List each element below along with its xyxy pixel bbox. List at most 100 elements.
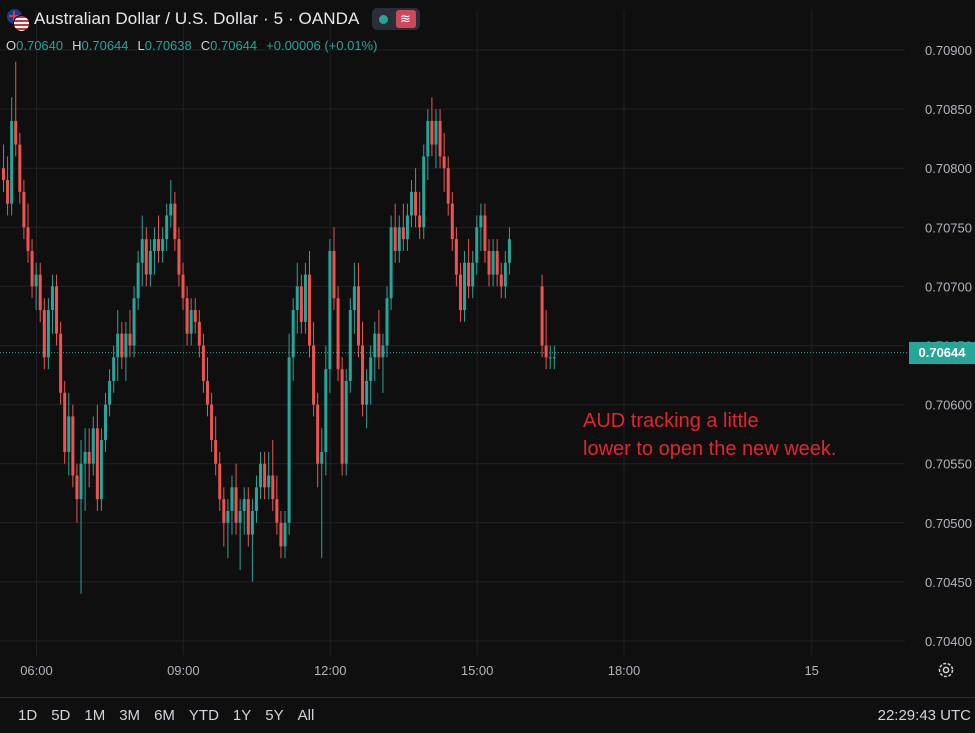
candle[interactable]	[303, 262, 307, 334]
chart-annotation[interactable]: AUD tracking a little lower to open the …	[583, 407, 923, 463]
candle[interactable]	[471, 250, 475, 299]
candle[interactable]	[483, 203, 487, 263]
candle[interactable]	[446, 156, 450, 216]
candle[interactable]	[454, 227, 458, 287]
candle[interactable]	[55, 274, 59, 346]
candle[interactable]	[250, 499, 254, 582]
candle[interactable]	[328, 239, 332, 393]
candle[interactable]	[75, 463, 79, 523]
candle[interactable]	[291, 298, 295, 381]
candle[interactable]	[275, 475, 279, 535]
candle[interactable]	[120, 321, 124, 370]
candle[interactable]	[22, 180, 26, 240]
candle[interactable]	[365, 369, 369, 429]
candle[interactable]	[332, 227, 336, 311]
candle[interactable]	[34, 262, 38, 311]
candle[interactable]	[503, 250, 507, 299]
candle[interactable]	[201, 333, 205, 393]
candle[interactable]	[279, 510, 283, 559]
candle[interactable]	[67, 392, 71, 476]
candle[interactable]	[38, 262, 42, 322]
candle[interactable]	[356, 262, 360, 358]
candle[interactable]	[271, 440, 275, 511]
candle[interactable]	[173, 191, 177, 251]
candle[interactable]	[246, 487, 250, 547]
candle[interactable]	[124, 321, 128, 381]
candle[interactable]	[10, 97, 14, 216]
candles[interactable]	[2, 61, 556, 594]
candle[interactable]	[507, 227, 511, 275]
candle[interactable]	[79, 440, 83, 594]
candle[interactable]	[14, 61, 18, 157]
candle[interactable]	[95, 404, 99, 511]
candle[interactable]	[320, 428, 324, 559]
candle[interactable]	[230, 475, 234, 535]
candle[interactable]	[218, 451, 222, 511]
candle[interactable]	[169, 180, 173, 228]
time-axis[interactable]: 06:00 09:00 12:00 15:00 18:00 15	[20, 663, 819, 678]
candle[interactable]	[140, 215, 144, 287]
candle[interactable]	[377, 310, 381, 370]
candle[interactable]	[197, 310, 201, 358]
candle[interactable]	[336, 286, 340, 381]
candle[interactable]	[283, 510, 287, 559]
candle[interactable]	[499, 262, 503, 299]
candle[interactable]	[165, 203, 169, 251]
candle[interactable]	[42, 298, 46, 370]
candle[interactable]	[381, 333, 385, 393]
candle[interactable]	[458, 262, 462, 322]
candle[interactable]	[157, 215, 161, 263]
range-6m[interactable]: 6M	[154, 707, 175, 724]
candle[interactable]	[26, 203, 30, 263]
candle[interactable]	[214, 416, 218, 476]
candle[interactable]	[206, 357, 209, 417]
candle[interactable]	[414, 168, 418, 228]
candle[interactable]	[544, 310, 548, 370]
candle[interactable]	[487, 239, 491, 287]
candle[interactable]	[18, 132, 22, 204]
range-3m[interactable]: 3M	[119, 707, 141, 724]
candle[interactable]	[397, 215, 401, 263]
candle[interactable]	[132, 286, 136, 358]
candle[interactable]	[548, 345, 552, 370]
range-5y[interactable]: 5Y	[265, 707, 284, 724]
candle[interactable]	[316, 392, 320, 488]
candle[interactable]	[104, 392, 107, 452]
candle[interactable]	[422, 144, 426, 240]
candle[interactable]	[193, 298, 197, 334]
candle[interactable]	[108, 369, 112, 417]
candle[interactable]	[161, 227, 165, 263]
gear-icon[interactable]	[936, 660, 956, 680]
candle[interactable]	[352, 262, 356, 334]
candle[interactable]	[152, 227, 156, 275]
candle[interactable]	[361, 321, 365, 417]
candle[interactable]	[324, 345, 328, 476]
candle[interactable]	[263, 451, 267, 500]
candle[interactable]	[393, 203, 397, 263]
candle[interactable]	[312, 321, 316, 417]
candle[interactable]	[6, 156, 10, 216]
candle[interactable]	[434, 109, 438, 169]
candle[interactable]	[242, 487, 246, 535]
candle[interactable]	[463, 250, 467, 322]
candle[interactable]	[442, 132, 446, 192]
candle[interactable]	[299, 274, 303, 334]
range-all[interactable]: All	[297, 707, 315, 724]
candle[interactable]	[144, 227, 148, 287]
range-ytd[interactable]: YTD	[188, 707, 219, 724]
range-5d[interactable]: 5D	[51, 707, 71, 724]
candle[interactable]	[91, 416, 95, 476]
candle[interactable]	[46, 298, 50, 370]
candle[interactable]	[71, 404, 75, 488]
candle[interactable]	[50, 274, 54, 334]
candle[interactable]	[177, 227, 181, 287]
candle[interactable]	[83, 428, 87, 511]
range-1y[interactable]: 1Y	[232, 707, 252, 724]
range-1d[interactable]: 1D	[18, 707, 38, 724]
candle[interactable]	[63, 380, 67, 464]
candle[interactable]	[189, 298, 193, 346]
candle[interactable]	[99, 428, 103, 511]
candle[interactable]	[426, 109, 430, 181]
candle[interactable]	[30, 239, 34, 299]
